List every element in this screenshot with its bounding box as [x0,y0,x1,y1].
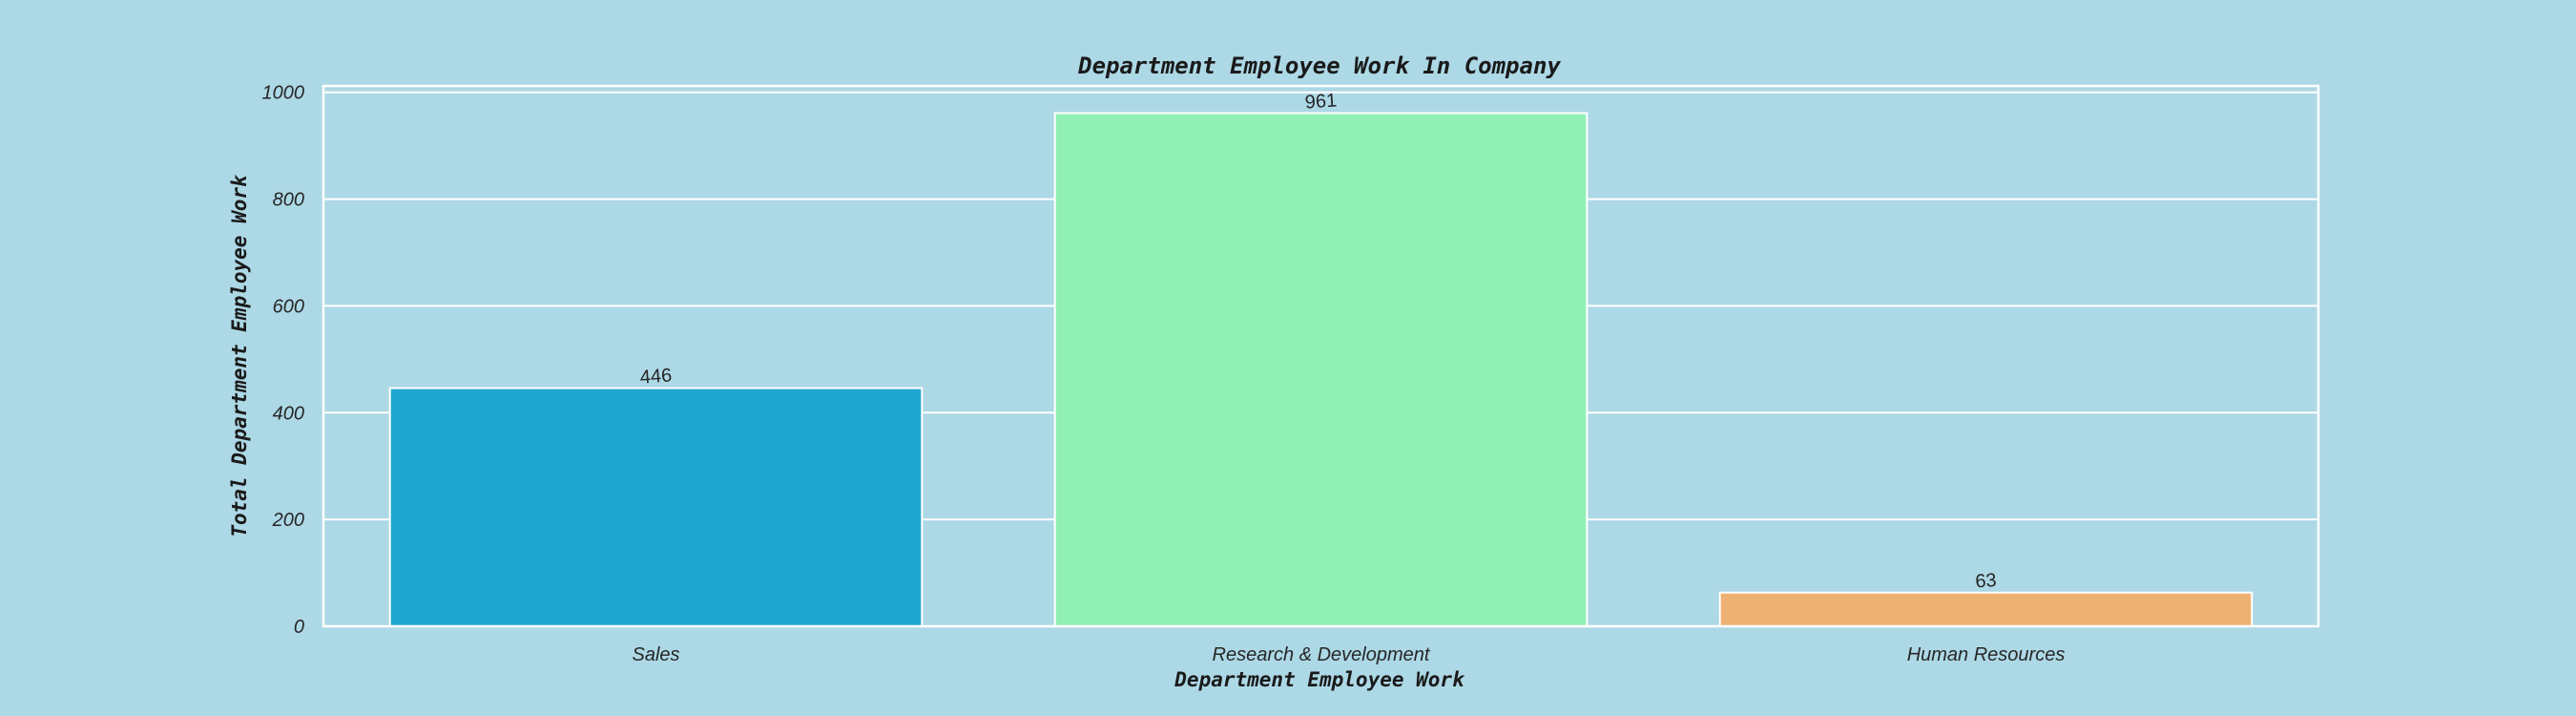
y-tick-label: 400 [273,403,304,424]
bar [388,387,924,627]
y-tick-label: 1000 [262,83,305,104]
x-tick-label: Sales [632,644,679,665]
bar-value-label: 63 [1975,570,1998,592]
x-tick-labels: Sales Research & Development Human Resourc… [632,644,2065,665]
labels-layer: 446 961 63 [639,90,1997,592]
bars-layer [388,112,2254,628]
x-axis-label: Department Employee Work [1174,668,1465,691]
bar-value-label: 961 [1304,90,1338,113]
x-tick-label: Research & Development [1213,644,1431,665]
y-axis-label: Total Department Employee Work [228,174,251,537]
y-tick-label: 200 [272,510,304,531]
plot-frame [322,84,2320,628]
x-tick-label: Human Resources [1907,644,2066,665]
bar-value-label: 446 [639,365,673,388]
y-tick-label: 800 [273,190,304,211]
y-tick-labels: 0 200 400 600 800 1000 [262,83,305,638]
bar [1718,591,2254,628]
y-tick-label: 0 [294,617,304,638]
y-tick-label: 600 [273,296,304,317]
chart-title: Department Employee Work In Company [1077,53,1561,79]
bar [1053,112,1589,627]
